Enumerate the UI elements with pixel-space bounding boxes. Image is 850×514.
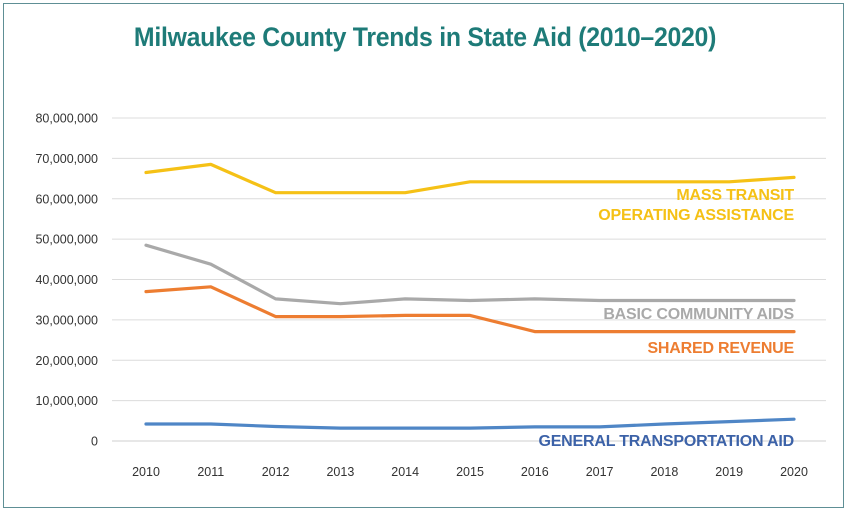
- y-tick-label: 60,000,000: [35, 192, 98, 206]
- x-tick-label: 2019: [715, 465, 743, 479]
- x-tick-label: 2010: [132, 465, 160, 479]
- y-axis-ticks: 0 10,000,000 20,000,000 30,000,000 40,000,00…: [35, 112, 98, 449]
- x-tick-label: 2018: [650, 465, 678, 479]
- x-tick-label: 2017: [586, 465, 614, 479]
- y-tick-label: 10,000,000: [35, 394, 98, 408]
- y-tick-label: 40,000,000: [35, 273, 98, 287]
- x-tick-label: 2015: [456, 465, 484, 479]
- y-tick-label: 0: [91, 435, 98, 449]
- x-tick-label: 2014: [391, 465, 419, 479]
- x-axis-ticks: 2010 2011 2012 2013 2014 2015 2016 2017 2018 2019…: [132, 465, 808, 479]
- x-tick-label: 2012: [262, 465, 290, 479]
- series-label: GENERAL TRANSPORTATION AID: [538, 433, 794, 450]
- y-tick-label: 70,000,000: [35, 152, 98, 166]
- x-tick-label: 2016: [521, 465, 549, 479]
- y-tick-label: 20,000,000: [35, 354, 98, 368]
- series-label: MASS TRANSIT: [676, 187, 794, 204]
- series-labels: MASS TRANSIT OPERATING ASSISTANCE BASIC CO…: [538, 187, 794, 450]
- gridlines: [112, 117, 826, 442]
- series-label: BASIC COMMUNITY AIDS: [603, 306, 794, 323]
- series-label: SHARED REVENUE: [647, 340, 794, 357]
- series-line-0: [144, 162, 796, 195]
- series-lines: [144, 162, 796, 430]
- y-tick-label: 30,000,000: [35, 313, 98, 327]
- y-tick-label: 50,000,000: [35, 233, 98, 247]
- x-tick-label: 2011: [197, 465, 224, 479]
- series-label: OPERATING ASSISTANCE: [598, 207, 794, 224]
- series-line-1: [144, 243, 796, 306]
- x-tick-label: 2013: [326, 465, 354, 479]
- y-tick-label: 80,000,000: [35, 112, 98, 126]
- series-line-3: [144, 417, 796, 430]
- chart-title: Milwaukee County Trends in State Aid (20…: [133, 22, 717, 52]
- x-tick-label: 2020: [780, 465, 808, 479]
- series-line-2: [144, 285, 796, 334]
